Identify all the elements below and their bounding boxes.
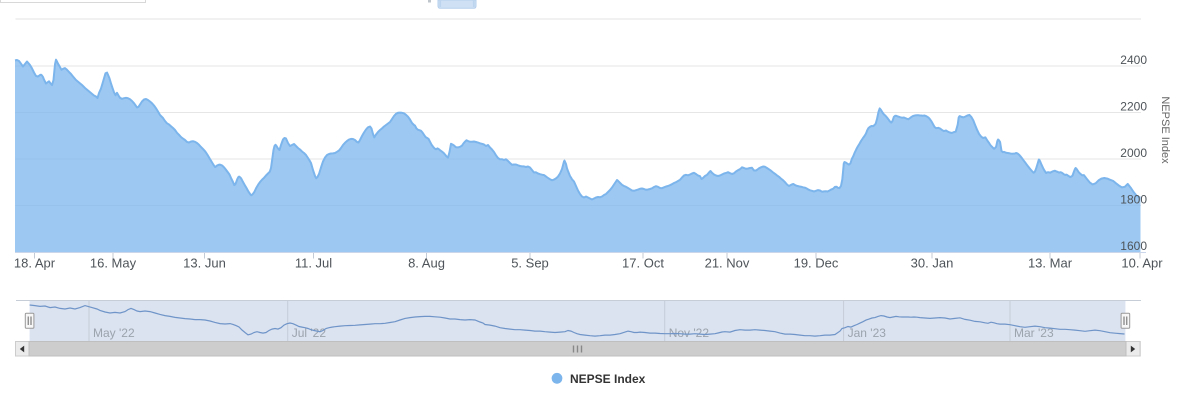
svg-text:Mar '23: Mar '23 [1014,326,1054,340]
svg-text:Jan '23: Jan '23 [848,326,887,340]
svg-text:NEPSE Index: NEPSE Index [1159,96,1171,164]
svg-text:2000: 2000 [1120,146,1147,160]
svg-text:18. Apr: 18. Apr [14,256,56,271]
svg-text:2400: 2400 [1120,53,1147,67]
svg-text:19. Dec: 19. Dec [794,256,839,271]
svg-text:5. Sep: 5. Sep [511,256,549,271]
svg-text:13. Jun: 13. Jun [183,256,226,271]
svg-text:30. Jan: 30. Jan [911,256,954,271]
svg-text:16. May: 16. May [90,256,137,271]
svg-text:13. Mar: 13. Mar [1028,256,1073,271]
svg-text:10. Apr: 10. Apr [1121,256,1163,271]
svg-text:8. Aug: 8. Aug [408,256,445,271]
svg-text:Jul '22: Jul '22 [292,326,327,340]
svg-text:Nov '22: Nov '22 [669,326,710,340]
svg-text:1600: 1600 [1120,239,1147,253]
svg-text:NEPSE Index: NEPSE Index [570,372,646,386]
svg-text:1800: 1800 [1120,193,1147,207]
svg-text:May '22: May '22 [93,326,135,340]
svg-text:11. Jul: 11. Jul [295,256,332,271]
svg-text:17. Oct: 17. Oct [622,256,664,271]
svg-text:21. Nov: 21. Nov [705,256,750,271]
svg-text:2200: 2200 [1120,100,1147,114]
